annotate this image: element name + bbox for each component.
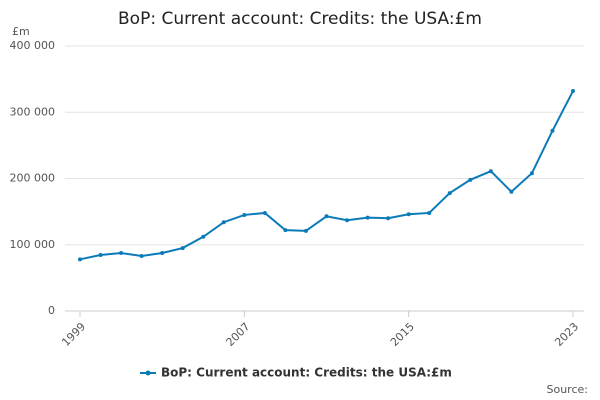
y-axis-label: £m [12,25,30,38]
legend-marker [145,370,151,376]
point [139,254,144,259]
point [365,215,370,220]
x-tick-label: 2007 [224,320,253,349]
y-tick-label: 100 000 [10,238,56,251]
y-tick-label: 200 000 [10,172,56,185]
x-tick-label: 1999 [59,320,88,349]
point [571,89,575,94]
point [221,220,226,225]
source: Source: [547,383,589,396]
x-tick-label: 2015 [388,320,417,349]
point [262,210,267,215]
point [447,191,452,196]
x-tick-label: 2023 [552,320,581,349]
legend-label: BoP: Current account: Credits: the USA:£… [161,366,452,380]
point [345,218,350,223]
point [468,177,473,182]
point [488,169,493,174]
point [283,228,288,233]
point [201,234,206,239]
point [386,216,391,221]
point [529,171,534,176]
y-tick-label: 300 000 [10,105,56,118]
point [78,257,82,262]
y-tick-label: 400 000 [10,39,56,52]
point [242,212,247,217]
y-tick-label: 0 [48,304,55,317]
point [180,246,185,251]
point [160,251,165,256]
line [79,90,574,261]
point [427,210,432,215]
point [509,189,514,194]
point [303,228,308,233]
point [324,214,329,219]
point [406,212,411,217]
point [550,128,555,133]
point [98,253,103,258]
point [119,251,124,256]
chart-title: BoP: Current account: Credits: the USA:£… [118,9,482,29]
